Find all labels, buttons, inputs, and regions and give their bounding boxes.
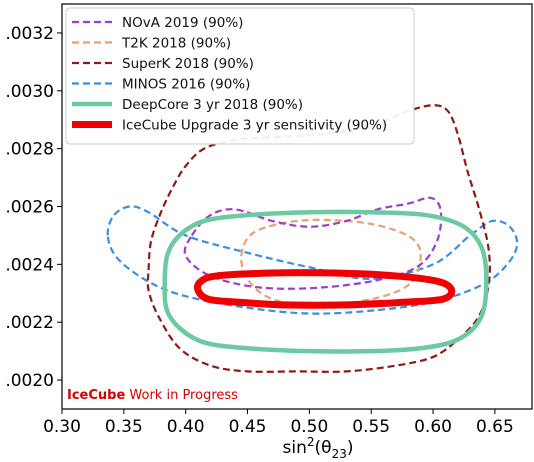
legend-label: IceCube Upgrade 3 yr sensitivity (90%) (122, 118, 387, 134)
legend-label: SuperK 2018 (90%) (122, 56, 254, 72)
contour-minos-2016-90 (106, 205, 519, 315)
contour-nova-2019-90 (183, 196, 443, 290)
contours-layer (106, 104, 519, 373)
x-tick-label: 0.50 (290, 417, 328, 437)
contour-deepcore-3-yr-2018-90 (162, 209, 489, 354)
legend-label: DeepCore 3 yr 2018 (90%) (122, 97, 303, 113)
watermark-annotation: IceCube Work in Progress (67, 388, 238, 403)
contour-superk-2018-90 (146, 104, 491, 373)
x-tick-label: 0.60 (414, 417, 452, 437)
legend-label: MINOS 2016 (90%) (122, 77, 250, 93)
x-tick-label: 0.65 (476, 417, 514, 437)
contour-icecube-upgrade-3-yr-sensitivity-90 (193, 269, 456, 309)
x-axis-label: sin2(θ23) (283, 435, 354, 461)
contour-t2k-2018-90 (240, 218, 422, 308)
legend-label: T2K 2018 (90%) (121, 36, 231, 52)
legend-label: NOvA 2019 (90%) (122, 15, 243, 31)
x-tick-label: 0.30 (43, 417, 81, 437)
y-axis: .0020 .0022 .0024 .0026 .0028 .0030 .0032 (5, 24, 62, 391)
legend: NOvA 2019 (90%) T2K 2018 (90%) SuperK 2018… (65, 7, 415, 145)
x-tick-label: 0.55 (352, 417, 390, 437)
legend-box (65, 7, 415, 145)
y-tick-label: .0030 (5, 82, 54, 102)
x-axis: 0.30 0.35 0.40 0.45 0.50 0.55 0.60 0.65 (43, 409, 514, 437)
x-tick-label: 0.35 (105, 417, 143, 437)
y-tick-label: .0022 (5, 313, 54, 333)
x-tick-label: 0.40 (167, 417, 205, 437)
y-tick-label: .0026 (5, 198, 54, 218)
y-tick-label: .0020 (5, 371, 54, 391)
y-tick-label: .0032 (5, 24, 54, 44)
x-tick-label: 0.45 (229, 417, 267, 437)
y-tick-label: .0024 (5, 255, 54, 275)
y-tick-label: .0028 (5, 140, 54, 160)
